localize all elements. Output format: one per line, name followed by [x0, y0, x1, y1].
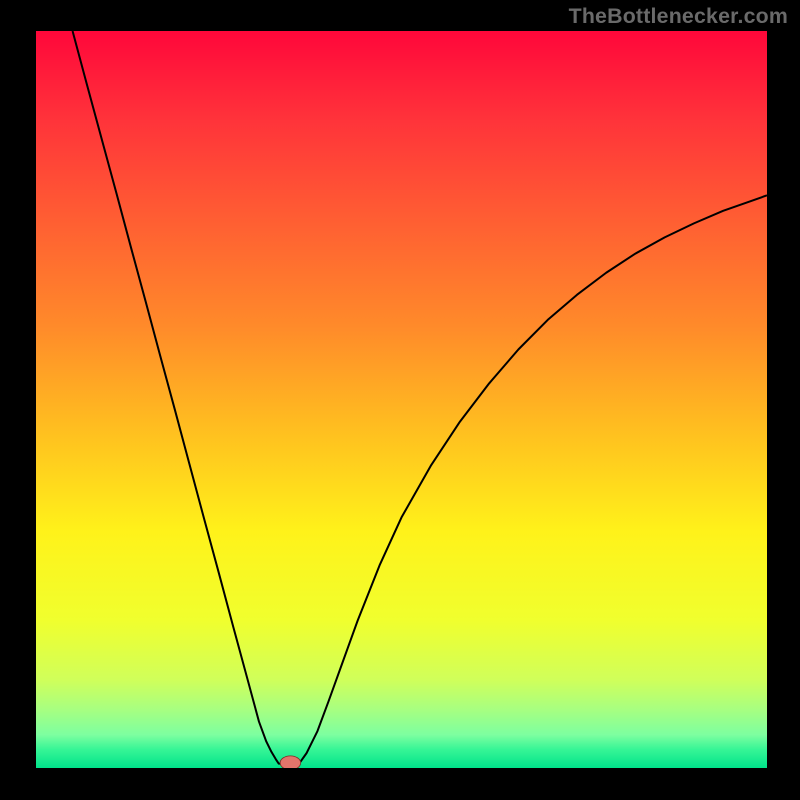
plot-svg: [36, 31, 767, 768]
gradient-background: [36, 31, 767, 768]
watermark: TheBottlenecker.com: [569, 4, 788, 29]
optimum-marker: [280, 756, 300, 768]
plot-area: [36, 31, 767, 768]
chart-root: TheBottlenecker.com: [0, 0, 800, 800]
